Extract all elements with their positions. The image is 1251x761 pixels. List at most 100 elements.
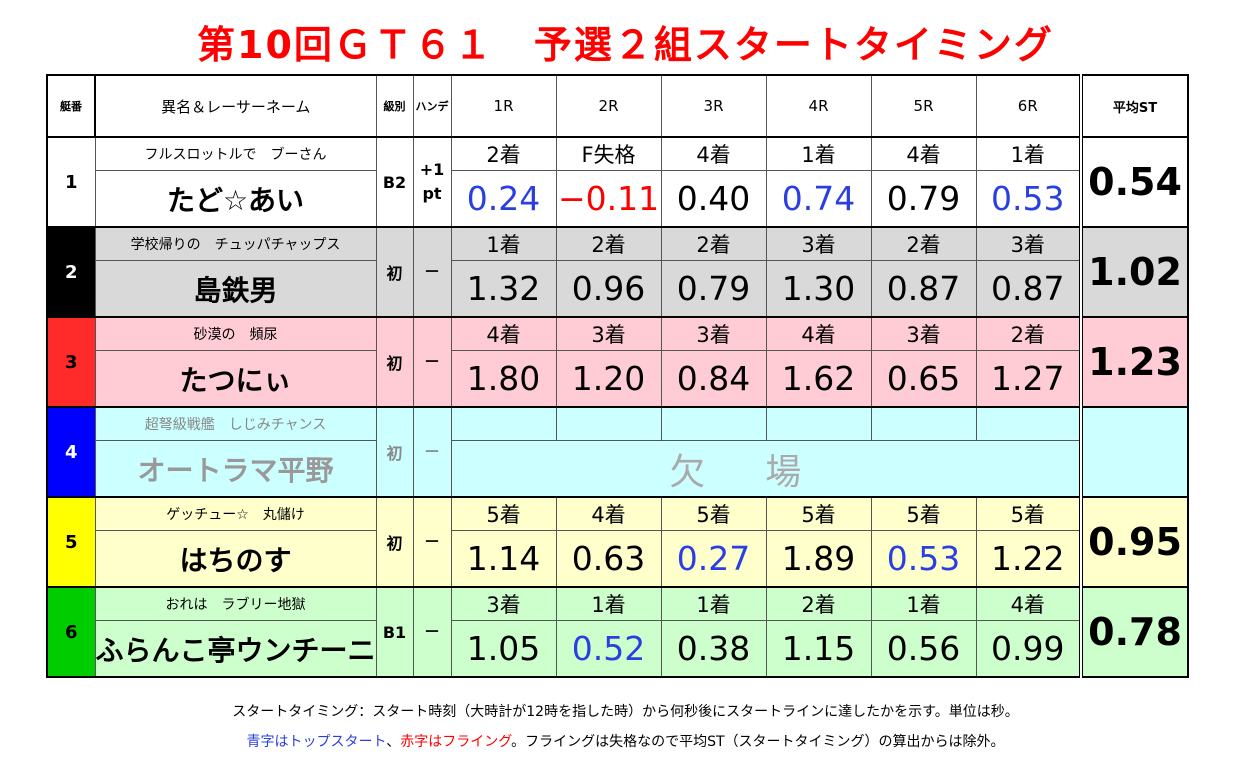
header-race: 1R xyxy=(450,74,557,138)
racer-class: 初 xyxy=(375,316,414,408)
race-position: 1着 xyxy=(555,586,662,621)
header-handicap: ハンデ xyxy=(412,74,452,138)
race-position: 4着 xyxy=(870,136,977,171)
header-race: 3R xyxy=(660,74,767,138)
race-position xyxy=(975,406,1082,441)
header-race: 2R xyxy=(555,74,662,138)
race-position: 4着 xyxy=(975,586,1082,621)
race-position: 3着 xyxy=(555,316,662,351)
table-row: 5 ゲッチュー☆ 丸儲け初－ 5着 4着 5着 5着 5着 5着 0.95 xyxy=(46,496,1189,588)
race-position: 2着 xyxy=(765,586,872,621)
header-waku: 艇番 xyxy=(46,74,96,138)
race-position: 5着 xyxy=(660,496,767,531)
table-row: はちのす 1.14 0.63 0.27 1.89 0.53 1.22 xyxy=(47,530,1189,588)
header-race: 6R xyxy=(975,74,1082,138)
start-timing: 0.52 xyxy=(555,620,662,678)
race-position: 3着 xyxy=(765,226,872,261)
start-timing: 1.14 xyxy=(450,530,557,588)
table-row: ふらんこ亭ウンチーニ 1.05 0.52 0.38 1.15 0.56 0.99 xyxy=(47,620,1189,678)
start-timing: 1.05 xyxy=(450,620,557,678)
start-timing: 0.24 xyxy=(450,170,557,228)
start-timing: 1.62 xyxy=(765,350,872,408)
race-position: 2着 xyxy=(870,226,977,261)
race-position: 3着 xyxy=(450,586,557,621)
racer-name: オートラマ平野 xyxy=(94,440,377,498)
start-timing: 0.65 xyxy=(870,350,977,408)
waku-number: 6 xyxy=(46,586,96,678)
page-title: 第10回ＧＴ６１ 予選２組スタートタイミング xyxy=(197,23,1054,67)
start-timing: 0.38 xyxy=(660,620,767,678)
start-timing: 1.20 xyxy=(555,350,662,408)
race-position xyxy=(555,406,662,441)
average-st: 0.54 xyxy=(1079,136,1189,228)
race-position: 1着 xyxy=(975,136,1082,171)
race-position: 3着 xyxy=(870,316,977,351)
race-position: F失格 xyxy=(555,136,662,171)
average-st: 0.78 xyxy=(1079,586,1189,678)
racer-class: B1 xyxy=(375,586,414,678)
average-st: 1.02 xyxy=(1079,226,1189,318)
table-row: 2 学校帰りの チュッパチャップス初－ 1着 2着 2着 3着 2着 3着 1.02 xyxy=(46,226,1189,318)
race-position: 1着 xyxy=(765,136,872,171)
header-name: 異名＆レーサーネーム xyxy=(94,74,377,138)
table-row: たど☆あい 0.24 −0.11 0.40 0.74 0.79 0.53 xyxy=(47,170,1189,228)
footer-legend: 青字はトップスタート、赤字はフライング。フライングは失格なので平均ST（スタート… xyxy=(0,731,1251,751)
race-position: 2着 xyxy=(975,316,1082,351)
start-timing-table: 艇番 異名＆レーサーネーム 級別 ハンデ 1R 2R 3R 4R 5R 6R 平… xyxy=(46,74,1190,678)
start-timing: 0.53 xyxy=(975,170,1082,228)
table-row: 4 超弩級戦艦 しじみチャンス初－ xyxy=(46,406,1189,498)
racer-class: 初 xyxy=(375,226,414,318)
race-position: 2着 xyxy=(660,226,767,261)
start-timing: 0.56 xyxy=(870,620,977,678)
table-row: 3 砂漠の 頻尿初－ 4着 3着 3着 4着 3着 2着 1.23 xyxy=(46,316,1189,408)
start-timing: 0.84 xyxy=(660,350,767,408)
racer-alias: 学校帰りの チュッパチャップス xyxy=(94,226,377,261)
waku-number: 3 xyxy=(46,316,96,408)
table-row: オートラマ平野 欠場 xyxy=(47,440,1189,498)
waku-number: 2 xyxy=(46,226,96,318)
race-position xyxy=(765,406,872,441)
start-timing: 1.30 xyxy=(765,260,872,318)
average-st xyxy=(1079,406,1189,498)
start-timing: 0.99 xyxy=(975,620,1082,678)
race-position: 2着 xyxy=(555,226,662,261)
race-position: 1着 xyxy=(870,586,977,621)
start-timing: 1.89 xyxy=(765,530,872,588)
table-row: 6 おれは ラブリー地獄 B1 － 3着 1着 1着 2着 1着 4着 0.78 xyxy=(46,586,1189,678)
start-timing: −0.11 xyxy=(555,170,662,228)
race-position: 3着 xyxy=(975,226,1082,261)
racer-class: 初 xyxy=(375,496,414,588)
table-row: 1 フルスロットルで ブーさん B2 +1 pt 2着 F失格 4着 1着 4着 1着 0.54 xyxy=(46,136,1189,228)
race-position: 4着 xyxy=(555,496,662,531)
racer-handicap: － xyxy=(412,586,452,678)
absent-cell: 欠場 xyxy=(450,440,1082,498)
start-timing: 1.32 xyxy=(450,260,557,318)
race-position: 5着 xyxy=(450,496,557,531)
start-timing: 0.87 xyxy=(870,260,977,318)
table-row: たつにぃ 1.80 1.20 0.84 1.62 0.65 1.27 xyxy=(47,350,1189,408)
race-position: 5着 xyxy=(975,496,1082,531)
racer-alias: フルスロットルで ブーさん xyxy=(94,136,377,171)
racer-name: たど☆あい xyxy=(94,170,377,228)
racer-class: B2 xyxy=(375,136,414,228)
racer-handicap: － xyxy=(412,496,452,588)
header-race: 5R xyxy=(870,74,977,138)
racer-handicap: － xyxy=(412,226,452,318)
racer-alias: 砂漠の 頻尿 xyxy=(94,316,377,351)
table-row: 島鉄男 1.32 0.96 0.79 1.30 0.87 0.87 xyxy=(47,260,1189,318)
start-timing: 0.27 xyxy=(660,530,767,588)
legend-sep: 、 xyxy=(386,734,401,750)
footer-description: スタートタイミング：スタート時刻（大時計が12時を指した時）から何秒後にスタート… xyxy=(232,704,1019,720)
average-st: 0.95 xyxy=(1079,496,1189,588)
racer-handicap: － xyxy=(412,316,452,408)
average-st: 1.23 xyxy=(1079,316,1189,408)
header-race: 4R xyxy=(765,74,872,138)
start-timing: 0.96 xyxy=(555,260,662,318)
race-position: 1着 xyxy=(660,586,767,621)
start-timing: 0.53 xyxy=(870,530,977,588)
race-position: 1着 xyxy=(450,226,557,261)
racer-alias: おれは ラブリー地獄 xyxy=(94,586,377,621)
racer-alias: 超弩級戦艦 しじみチャンス xyxy=(94,406,377,441)
race-position: 4着 xyxy=(765,316,872,351)
header-avg: 平均ST xyxy=(1079,74,1189,138)
